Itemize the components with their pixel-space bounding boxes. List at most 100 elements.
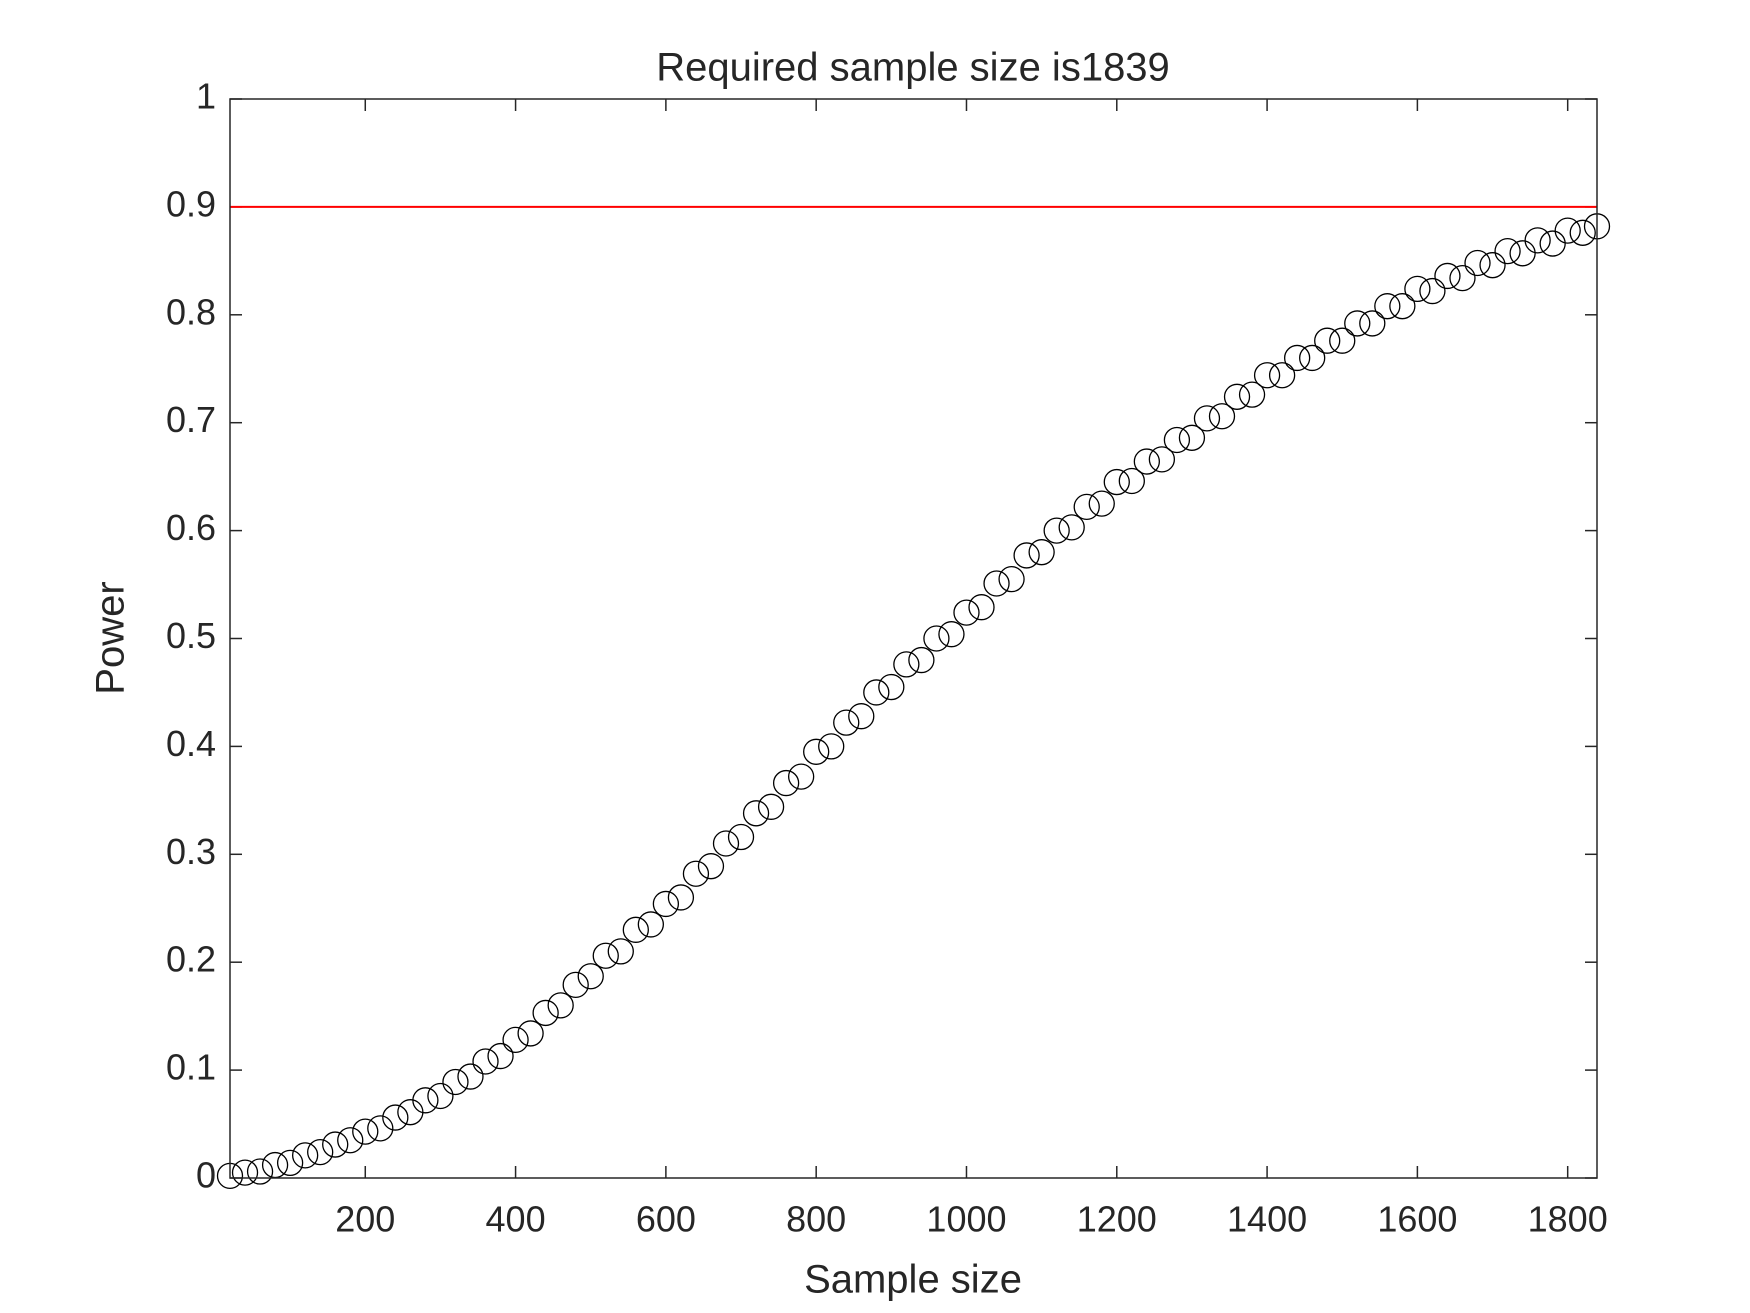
point [818, 733, 845, 760]
point [607, 938, 634, 965]
point [231, 1159, 259, 1186]
point [1178, 424, 1206, 451]
point [502, 1026, 529, 1054]
point [1208, 403, 1236, 430]
point [1419, 277, 1446, 305]
point [712, 830, 740, 857]
point [1268, 362, 1296, 389]
x-tick-label: 1600 [1377, 1199, 1457, 1240]
y-tick-label: 1 [196, 76, 216, 117]
point [532, 999, 559, 1027]
y-tick-label: 0.2 [166, 939, 216, 980]
point [337, 1127, 364, 1154]
point [1193, 405, 1221, 432]
point [983, 570, 1010, 597]
point [1163, 426, 1191, 454]
point [1524, 227, 1551, 254]
point [652, 890, 680, 918]
point [863, 679, 890, 706]
point [1058, 514, 1085, 541]
point [547, 992, 574, 1019]
point [1283, 344, 1311, 372]
x-tick-label: 400 [486, 1199, 546, 1240]
point [276, 1149, 304, 1177]
point [1314, 327, 1341, 354]
y-tick-label: 0.9 [166, 183, 216, 224]
point [803, 738, 830, 765]
point [246, 1158, 274, 1185]
point [322, 1131, 349, 1158]
point [292, 1142, 319, 1169]
point [1118, 467, 1145, 495]
x-tick-label: 1800 [1528, 1199, 1608, 1240]
y-tick-label: 0.8 [166, 291, 216, 332]
point [1509, 240, 1536, 267]
point [1133, 448, 1160, 475]
point [923, 625, 950, 652]
point [1148, 446, 1176, 473]
y-tick-label: 0.5 [166, 615, 216, 656]
point [667, 884, 695, 911]
point [742, 800, 770, 827]
point [893, 651, 920, 678]
point [1539, 230, 1566, 257]
point [1344, 310, 1371, 337]
point [1103, 468, 1130, 496]
point [1359, 310, 1386, 337]
y-tick-label: 0.3 [166, 831, 216, 872]
point [772, 769, 800, 797]
point [908, 646, 935, 674]
point [757, 793, 785, 820]
point [953, 599, 980, 626]
x-tick-label: 1400 [1227, 1199, 1307, 1240]
y-tick-label: 0 [196, 1155, 216, 1196]
point [622, 916, 649, 943]
point [472, 1048, 499, 1075]
point [727, 823, 755, 851]
point [577, 963, 604, 990]
y-axis-label: Power [89, 581, 133, 694]
point [1464, 249, 1491, 277]
point [382, 1104, 409, 1131]
point [1013, 542, 1040, 569]
point [1223, 383, 1251, 410]
y-tick-label: 0.4 [166, 723, 216, 764]
point [487, 1042, 514, 1070]
point [833, 709, 860, 736]
point [1329, 327, 1356, 354]
point [562, 971, 589, 999]
x-tick-label: 800 [786, 1199, 846, 1240]
point [592, 942, 619, 969]
point [1238, 381, 1266, 408]
point [697, 853, 725, 880]
point [1043, 517, 1070, 544]
point [1404, 275, 1431, 303]
y-tick-label: 0.7 [166, 399, 216, 440]
x-tick-label: 1000 [926, 1199, 1006, 1240]
point [1299, 344, 1326, 372]
y-tick-label: 0.6 [166, 507, 216, 548]
point [1434, 262, 1461, 290]
plot-frame [229, 98, 1598, 1179]
point [998, 566, 1025, 593]
point [427, 1082, 454, 1110]
point [1253, 362, 1281, 389]
point [1389, 293, 1416, 320]
point [968, 594, 995, 621]
x-tick-label: 1200 [1077, 1199, 1157, 1240]
point [352, 1118, 379, 1145]
point [682, 860, 710, 887]
point [878, 673, 905, 701]
point [1374, 293, 1401, 320]
x-tick-label: 600 [636, 1199, 696, 1240]
point [457, 1063, 484, 1090]
point [787, 763, 815, 790]
point [412, 1087, 439, 1114]
point [1494, 237, 1521, 265]
chart-title: Required sample size is1839 [656, 46, 1170, 90]
point [367, 1115, 394, 1142]
x-tick-label: 200 [335, 1199, 395, 1240]
